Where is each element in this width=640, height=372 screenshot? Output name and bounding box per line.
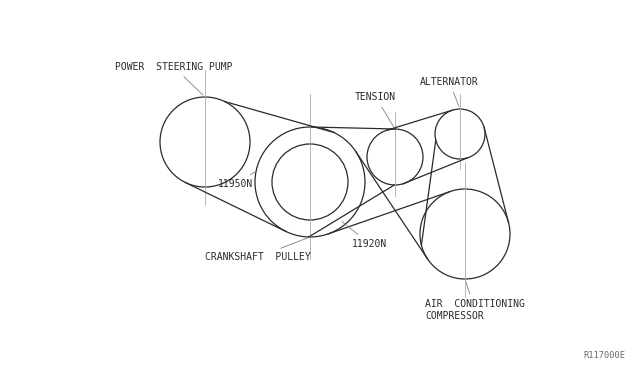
Text: TENSION: TENSION — [355, 92, 396, 126]
Text: 11950N: 11950N — [218, 171, 255, 189]
Text: ALTERNATOR: ALTERNATOR — [420, 77, 479, 106]
Text: AIR  CONDITIONING
COMPRESSOR: AIR CONDITIONING COMPRESSOR — [425, 282, 525, 321]
Text: 11920N: 11920N — [342, 222, 387, 249]
Text: R117000E: R117000E — [583, 351, 625, 360]
Text: CRANKSHAFT  PULLEY: CRANKSHAFT PULLEY — [205, 238, 311, 262]
Text: POWER  STEERING PUMP: POWER STEERING PUMP — [115, 62, 232, 95]
